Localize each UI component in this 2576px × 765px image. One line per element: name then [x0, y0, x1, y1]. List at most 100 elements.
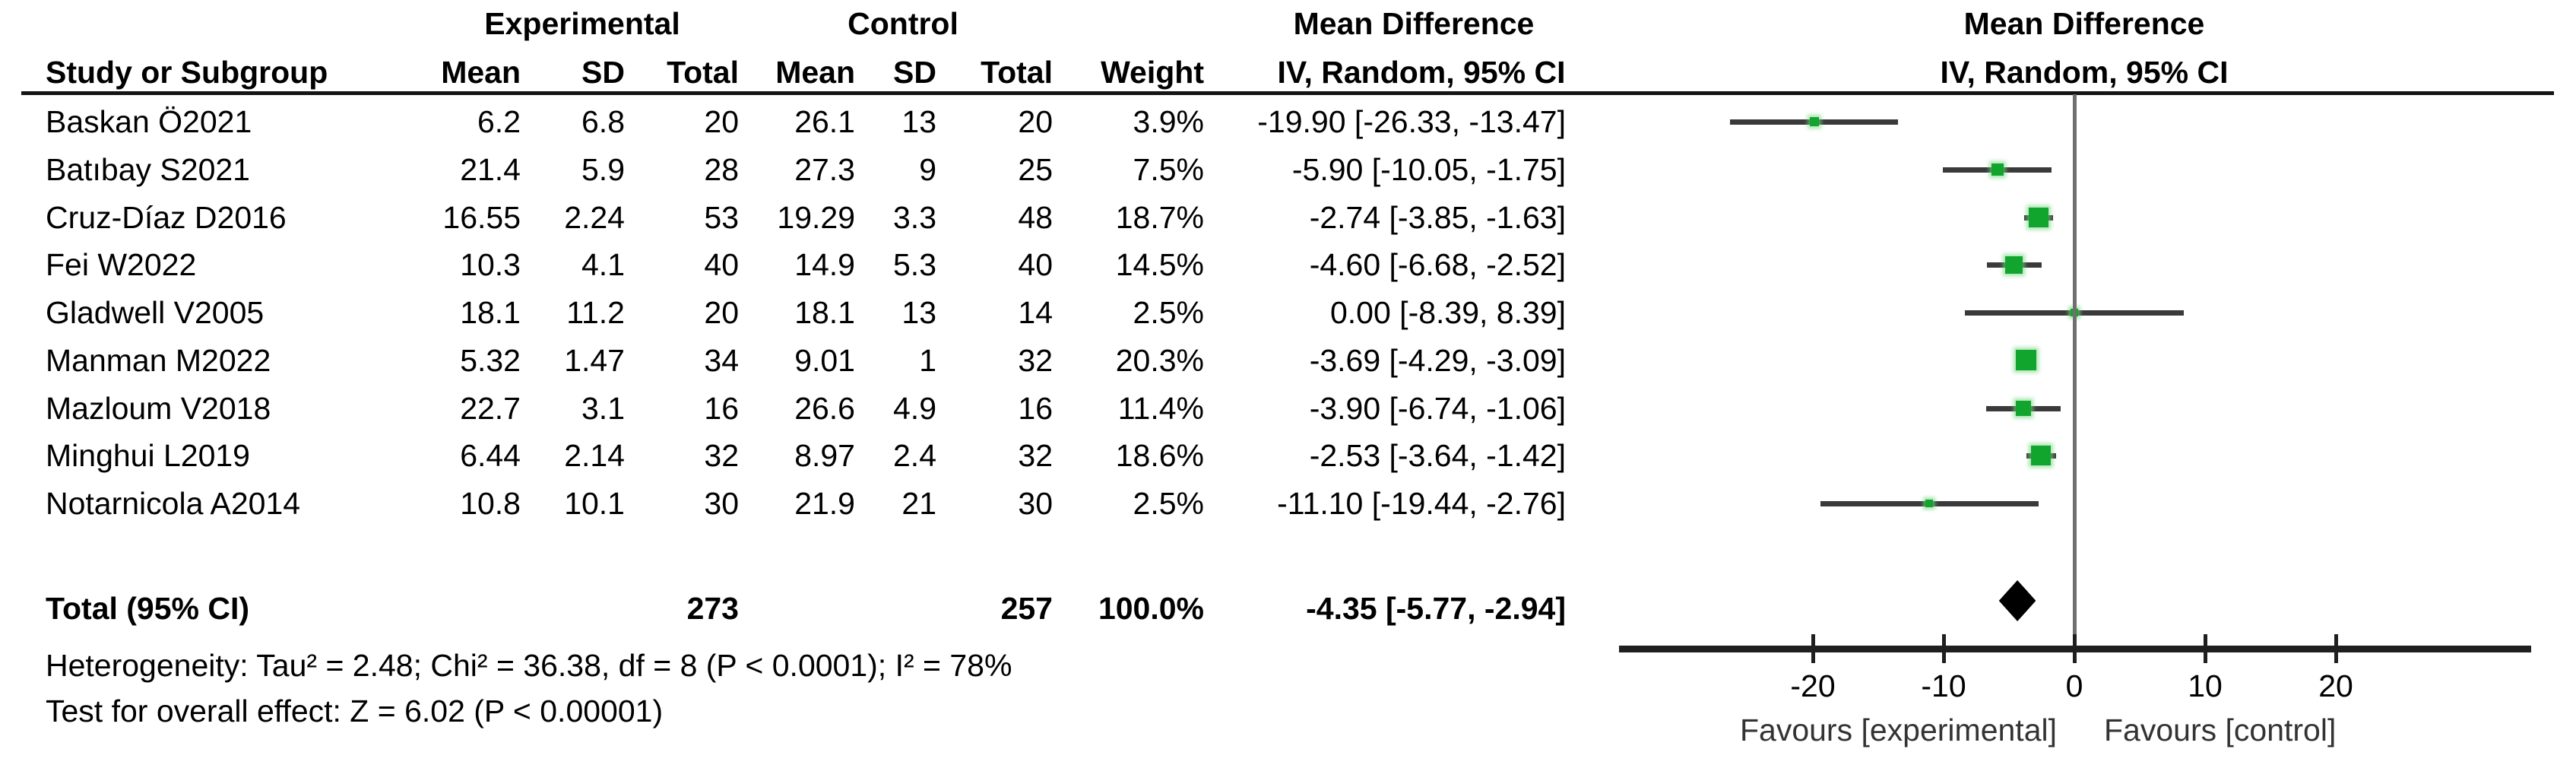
- study-weight-square: [2005, 256, 2023, 274]
- study-weight-square: [1925, 500, 1934, 507]
- ctrl-mean-cell: 27.3: [794, 151, 855, 187]
- exp-total-cell: 53: [704, 199, 739, 235]
- study-name: Gladwell V2005: [46, 295, 265, 330]
- ci-text-cell: -11.10 [-19.44, -2.76]: [1277, 486, 1566, 521]
- axis-tick: [1942, 634, 1946, 663]
- ci-text-cell: -3.69 [-4.29, -3.09]: [1309, 342, 1566, 378]
- exp-sd-cell: 6.8: [581, 104, 625, 139]
- exp-mean-cell: 10.8: [460, 486, 521, 521]
- exp-total-cell: 16: [704, 390, 739, 426]
- ci-text-cell: -2.53 [-3.64, -1.42]: [1309, 438, 1566, 474]
- study-name: Batıbay S2021: [46, 151, 250, 187]
- header-control: Control: [848, 6, 958, 41]
- ctrl-mean-cell: 26.1: [794, 104, 855, 139]
- exp-sd-cell: 11.2: [566, 295, 625, 330]
- ctrl-mean-cell: 21.9: [794, 486, 855, 521]
- weight-cell: 18.6%: [1115, 438, 1204, 474]
- weight-cell: 14.5%: [1115, 247, 1204, 283]
- header-underline: [21, 91, 2554, 95]
- ctrl-sd-cell: 3.3: [893, 199, 936, 235]
- header-exp-mean: Mean: [441, 55, 521, 90]
- study-weight-square: [1809, 117, 1819, 126]
- ctrl-sd-cell: 2.4: [893, 438, 936, 474]
- axis-tick-label: -20: [1790, 668, 1836, 703]
- axis-tick: [1811, 634, 1815, 663]
- exp-mean-cell: 21.4: [460, 151, 521, 187]
- study-weight-square: [1991, 163, 2004, 176]
- total-weight: 100.0%: [1098, 591, 1204, 626]
- header-ctrl-sd: SD: [893, 55, 936, 90]
- exp-total-cell: 20: [704, 295, 739, 330]
- exp-total-cell: 20: [704, 104, 739, 139]
- total-exp-total: 273: [686, 591, 739, 626]
- ctrl-sd-cell: 4.9: [893, 390, 936, 426]
- study-weight-square: [2028, 207, 2048, 227]
- exp-total-cell: 34: [704, 342, 739, 378]
- ci-text-cell: -19.90 [-26.33, -13.47]: [1257, 104, 1566, 139]
- axis-tick-label: 0: [2065, 668, 2083, 703]
- ci-text-cell: -2.74 [-3.85, -1.63]: [1309, 199, 1566, 235]
- favours-control-label: Favours [control]: [2104, 713, 2337, 748]
- exp-sd-cell: 3.1: [581, 390, 625, 426]
- weight-cell: 3.9%: [1133, 104, 1204, 139]
- exp-sd-cell: 2.24: [564, 199, 625, 235]
- header-exp-sd: SD: [581, 55, 625, 90]
- header-mean-difference-left: Mean Difference: [1293, 6, 1535, 41]
- ctrl-sd-cell: 13: [901, 295, 936, 330]
- header-ctrl-mean: Mean: [775, 55, 855, 90]
- header-weight: Weight: [1101, 55, 1204, 90]
- total-ctrl-total: 257: [1000, 591, 1053, 626]
- ctrl-mean-cell: 26.6: [794, 390, 855, 426]
- exp-mean-cell: 16.55: [442, 199, 521, 235]
- ctrl-sd-cell: 5.3: [893, 247, 936, 283]
- study-name: Cruz-Díaz D2016: [46, 199, 287, 235]
- exp-total-cell: 28: [704, 151, 739, 187]
- axis-tick-label: 20: [2318, 668, 2353, 703]
- study-name: Notarnicola A2014: [46, 486, 301, 521]
- header-exp-total: Total: [667, 55, 739, 90]
- exp-sd-cell: 1.47: [564, 342, 625, 378]
- favours-experimental-label: Favours [experimental]: [1739, 713, 2057, 748]
- exp-total-cell: 32: [704, 438, 739, 474]
- study-name: Baskan Ö2021: [46, 104, 252, 139]
- pooled-effect-diamond: [1998, 580, 2036, 621]
- study-weight-square: [2031, 446, 2052, 466]
- study-weight-square: [2016, 350, 2037, 371]
- weight-cell: 18.7%: [1115, 199, 1204, 235]
- header-iv-random-left: IV, Random, 95% CI: [1277, 55, 1566, 90]
- header-ctrl-total: Total: [981, 55, 1053, 90]
- weight-cell: 20.3%: [1115, 342, 1204, 378]
- exp-sd-cell: 2.14: [564, 438, 625, 474]
- ctrl-mean-cell: 14.9: [794, 247, 855, 283]
- weight-cell: 7.5%: [1133, 151, 1204, 187]
- ctrl-total-cell: 32: [1018, 438, 1053, 474]
- study-name: Fei W2022: [46, 247, 197, 283]
- exp-sd-cell: 5.9: [581, 151, 625, 187]
- exp-mean-cell: 22.7: [460, 390, 521, 426]
- ctrl-total-cell: 32: [1018, 342, 1053, 378]
- ctrl-sd-cell: 13: [901, 104, 936, 139]
- ctrl-total-cell: 40: [1018, 247, 1053, 283]
- header-mean-difference-right: Mean Difference: [1963, 6, 2205, 41]
- exp-mean-cell: 5.32: [460, 342, 521, 378]
- zero-reference-line: [2073, 94, 2077, 649]
- ci-text-cell: -5.90 [-10.05, -1.75]: [1291, 151, 1566, 187]
- axis-tick: [2334, 634, 2338, 663]
- ctrl-mean-cell: 19.29: [777, 199, 855, 235]
- ctrl-total-cell: 30: [1018, 486, 1053, 521]
- ctrl-total-cell: 48: [1018, 199, 1053, 235]
- header-experimental: Experimental: [484, 6, 680, 41]
- axis-tick: [2073, 634, 2077, 663]
- axis-tick-label: 10: [2188, 668, 2223, 703]
- axis-tick: [2204, 634, 2207, 663]
- ctrl-mean-cell: 8.97: [794, 438, 855, 474]
- header-study-or-subgroup: Study or Subgroup: [46, 55, 328, 90]
- ctrl-total-cell: 14: [1018, 295, 1053, 330]
- ctrl-sd-cell: 9: [919, 151, 936, 187]
- total-row-label: Total (95% CI): [46, 591, 250, 626]
- weight-cell: 2.5%: [1133, 295, 1204, 330]
- ci-text-cell: 0.00 [-8.39, 8.39]: [1329, 295, 1566, 330]
- ctrl-total-cell: 20: [1018, 104, 1053, 139]
- exp-mean-cell: 6.2: [477, 104, 521, 139]
